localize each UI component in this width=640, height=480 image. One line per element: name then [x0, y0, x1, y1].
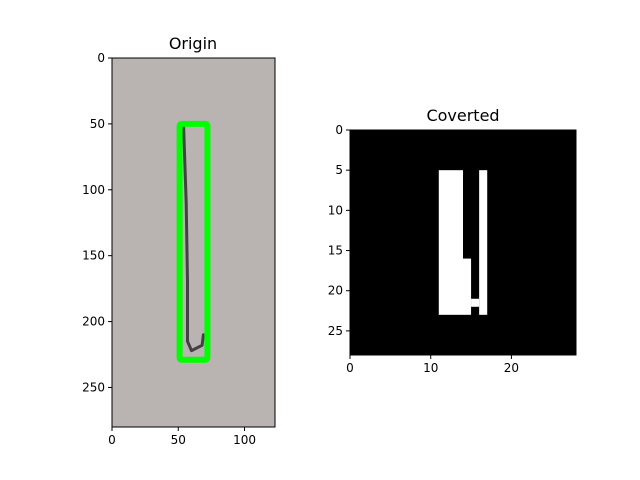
- coverted-yticks: 0 5 10 15 20 25: [328, 123, 350, 338]
- origin-ytick-label: 200: [82, 315, 105, 329]
- coverted-white-pixel-block-2: [471, 298, 480, 307]
- coverted-title: Coverted: [426, 106, 499, 125]
- coverted-white-pixel-block-0: [438, 170, 463, 315]
- coverted-white-pixel-block-3: [479, 170, 488, 315]
- origin-image-content: [176, 120, 211, 363]
- coverted-ytick-label: 25: [328, 324, 343, 338]
- coverted-image-content: [438, 170, 488, 315]
- coverted-axes: Coverted 0 10 20 0 5 10 15 20 25: [328, 106, 577, 375]
- origin-xtick-label: 100: [233, 433, 256, 447]
- origin-xtick-label: 50: [171, 433, 186, 447]
- origin-yticks: 0 50 100 150 200 250: [82, 51, 112, 394]
- origin-ytick-label: 0: [97, 51, 105, 65]
- coverted-xtick-label: 0: [346, 361, 354, 375]
- coverted-ytick-label: 0: [335, 123, 343, 137]
- coverted-xticks: 0 10 20: [346, 355, 519, 375]
- origin-bounding-box: [176, 120, 211, 363]
- coverted-ytick-label: 20: [328, 284, 343, 298]
- origin-axes: Origin 0 50 100 0 50 100 150 200 250: [82, 34, 276, 447]
- origin-ytick-label: 250: [82, 380, 105, 394]
- origin-ytick-label: 150: [82, 249, 105, 263]
- origin-xticks: 0 50 100: [108, 427, 256, 447]
- coverted-ytick-label: 10: [328, 203, 343, 217]
- origin-axes-frame: [111, 57, 276, 428]
- origin-pen-stroke: [182, 125, 205, 353]
- origin-image-background: [112, 58, 275, 427]
- coverted-ytick-label: 15: [328, 244, 343, 258]
- coverted-xtick-label: 20: [504, 361, 519, 375]
- coverted-ytick-label: 5: [335, 163, 343, 177]
- origin-ytick-label: 50: [90, 117, 105, 131]
- origin-ytick-label: 100: [82, 183, 105, 197]
- coverted-xtick-label: 10: [423, 361, 438, 375]
- coverted-axes-frame: [349, 129, 577, 356]
- origin-xtick-label: 0: [108, 433, 116, 447]
- coverted-white-pixel-block-1: [463, 258, 472, 315]
- origin-title: Origin: [169, 34, 217, 53]
